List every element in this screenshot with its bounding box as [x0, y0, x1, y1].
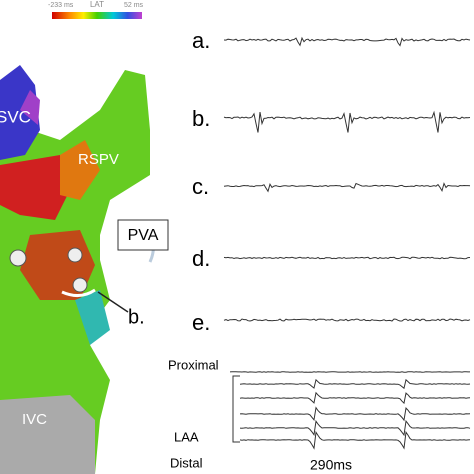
colorbar-max: 52 ms [124, 2, 144, 9]
proximal-label: Proximal [168, 357, 219, 372]
colorbar-gradient [52, 12, 142, 19]
ivc-region [0, 395, 95, 474]
arrow [61, 288, 96, 297]
anatomic-map: SVC RSPV IVC PVA b. [0, 65, 169, 474]
egm-trace [223, 182, 471, 193]
svc-top [20, 90, 40, 125]
egm-trace [239, 391, 471, 405]
trace-label: d. [192, 246, 210, 271]
red-region [0, 155, 70, 220]
callout-label: PVA [128, 227, 159, 244]
distal-label: Distal [170, 455, 203, 470]
egm-trace [223, 318, 471, 322]
marker [9, 249, 27, 267]
group-label: LAA [174, 429, 199, 444]
egm-trace [223, 36, 471, 47]
colorbar: -233 ms LAT 52 ms [48, 0, 144, 19]
trace-label: b. [192, 106, 210, 131]
scale-label: 290ms [310, 457, 352, 473]
marker [72, 277, 88, 293]
bracket [232, 375, 240, 443]
trace-label: a. [192, 28, 210, 53]
egm-trace [239, 406, 471, 422]
egm-trace [223, 256, 471, 260]
cyan-region [75, 290, 110, 345]
trace-label: c. [192, 174, 209, 199]
egm-trace [223, 110, 471, 133]
colorbar-min: -233 ms [48, 2, 74, 9]
marker [67, 247, 83, 263]
map-label: IVC [22, 411, 47, 428]
orange-region [60, 140, 100, 200]
pointer-label: b. [128, 306, 145, 328]
trace-label: e. [192, 310, 210, 335]
map-label: SVC [0, 107, 31, 126]
egm-trace [239, 430, 471, 450]
map-label: RSPV [78, 151, 119, 168]
egm-trace [239, 419, 471, 437]
callout-box [117, 219, 169, 251]
colorbar-title: LAT [90, 0, 104, 9]
recording: Proximal LAA Distal 290ms [168, 357, 471, 473]
traces: a. b. c. d. e. [192, 28, 471, 335]
svc-region [0, 65, 40, 160]
pointer-line [97, 291, 129, 313]
egm-trace [239, 378, 471, 390]
